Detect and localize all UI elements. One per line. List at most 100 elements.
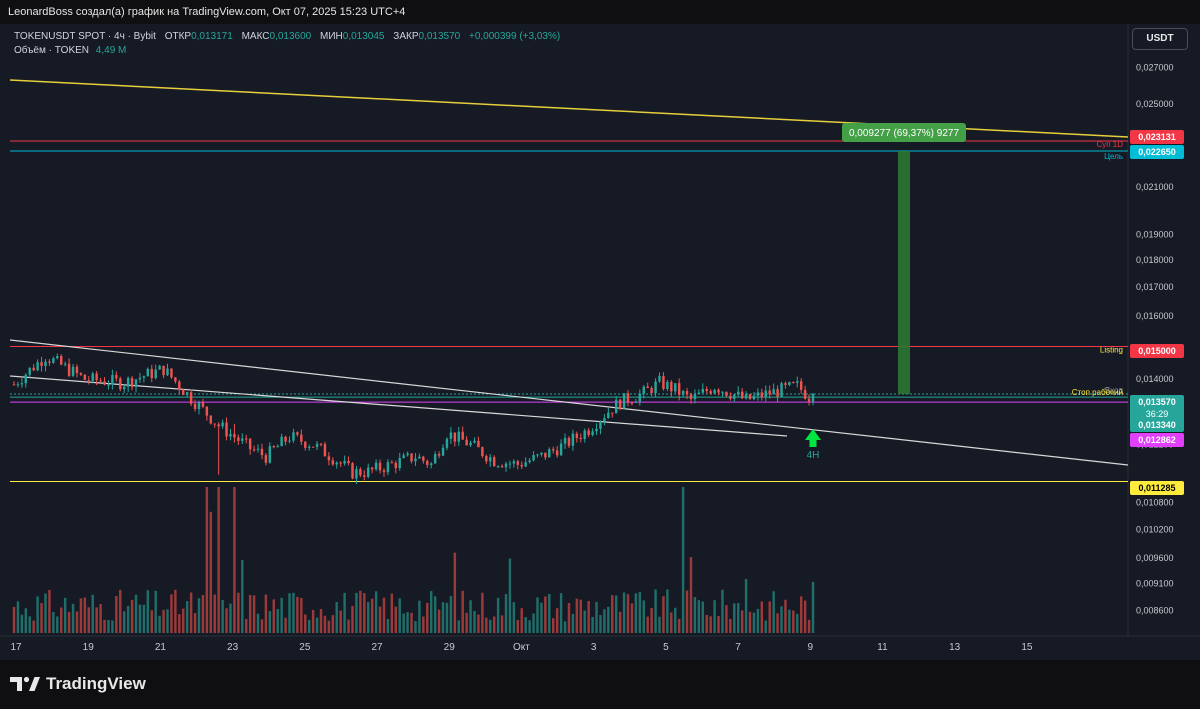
candle-body bbox=[182, 389, 185, 395]
candle-body bbox=[229, 433, 232, 437]
volume-bar bbox=[16, 601, 20, 633]
candle-body bbox=[693, 394, 697, 400]
candle-body bbox=[103, 381, 106, 385]
price-badge-support bbox=[1130, 481, 1184, 495]
currency-button[interactable]: USDT bbox=[1132, 28, 1188, 50]
candle-body bbox=[374, 462, 378, 470]
volume-bar bbox=[571, 613, 575, 633]
time-tick-label: 21 bbox=[155, 642, 167, 653]
volume-bar bbox=[677, 618, 681, 633]
candle-body bbox=[508, 463, 512, 465]
volume-bar bbox=[792, 610, 795, 633]
volume-bar bbox=[252, 595, 256, 633]
volume-bar bbox=[225, 608, 228, 633]
volume-bar bbox=[453, 552, 457, 633]
volume-bar bbox=[241, 560, 244, 633]
candle-body bbox=[796, 381, 799, 383]
candle-body bbox=[528, 460, 531, 463]
volume-bar bbox=[579, 599, 582, 633]
price-badge-listing bbox=[1130, 344, 1184, 358]
arrow-up-icon bbox=[805, 429, 821, 447]
volume-bar bbox=[740, 610, 744, 633]
volume-bar bbox=[489, 619, 492, 633]
candle-body bbox=[709, 391, 712, 394]
candle-body bbox=[138, 377, 142, 380]
volume-bar bbox=[512, 602, 516, 633]
level-note-stop: Стоп рабочий bbox=[1072, 388, 1123, 397]
volume-bar bbox=[229, 603, 232, 633]
price-badge-label-target: 0,022650 bbox=[1138, 147, 1176, 157]
candle-body bbox=[347, 460, 350, 464]
candle-body bbox=[433, 454, 437, 464]
volume-bar bbox=[201, 595, 205, 633]
price-tick-label: 0,025000 bbox=[1136, 99, 1174, 109]
volume-bar bbox=[95, 607, 98, 633]
volume-bar bbox=[433, 596, 437, 633]
volume-bar bbox=[709, 616, 712, 633]
candle-body bbox=[12, 384, 16, 386]
candle-body bbox=[740, 391, 744, 399]
measure-bar bbox=[898, 150, 910, 395]
tradingview-logo[interactable]: TradingView bbox=[10, 674, 146, 694]
price-badge-label-stop: 0,013340 bbox=[1138, 420, 1176, 430]
candle-body bbox=[323, 444, 327, 457]
volume-bar bbox=[784, 599, 787, 633]
candle-body bbox=[288, 440, 291, 442]
price-badge-label-support: 0,011285 bbox=[1138, 483, 1175, 493]
candle-body bbox=[485, 455, 488, 462]
volume-bar bbox=[300, 597, 303, 633]
time-tick-label: 17 bbox=[10, 642, 22, 653]
header-title: LeonardBoss создал(а) график на TradingV… bbox=[8, 6, 406, 18]
volume-bar bbox=[650, 607, 653, 633]
candle-body bbox=[166, 368, 169, 376]
candle-body bbox=[630, 402, 634, 404]
volume-bar bbox=[614, 595, 618, 633]
candle-body bbox=[16, 384, 20, 386]
time-tick-label: 15 bbox=[1021, 642, 1033, 653]
candle-body bbox=[402, 455, 405, 459]
volume-bar bbox=[799, 596, 803, 633]
volume-bar bbox=[772, 591, 775, 633]
volume-bar bbox=[370, 598, 374, 633]
candle-body bbox=[744, 394, 748, 399]
candle-body bbox=[91, 373, 94, 381]
legend-volume-label[interactable]: Объём · TOKEN bbox=[14, 45, 90, 56]
candle-body bbox=[390, 462, 394, 464]
volume-bar bbox=[284, 617, 287, 633]
candle-body bbox=[733, 394, 736, 399]
candle-body bbox=[587, 430, 590, 436]
candle-body bbox=[670, 381, 673, 392]
candle-body bbox=[296, 432, 299, 435]
candle-body bbox=[473, 440, 476, 443]
volume-bar bbox=[520, 608, 523, 633]
candle-body bbox=[544, 452, 547, 458]
volume-bar bbox=[457, 620, 460, 633]
candle-body bbox=[552, 449, 555, 451]
candle-body bbox=[607, 412, 610, 419]
candle-body bbox=[71, 366, 75, 376]
volume-bar bbox=[803, 600, 807, 633]
candle-body bbox=[422, 456, 425, 461]
volume-bar bbox=[662, 596, 665, 633]
candle-body bbox=[811, 394, 815, 402]
candle-body bbox=[264, 455, 268, 463]
candle-body bbox=[772, 389, 775, 395]
volume-bar bbox=[406, 612, 409, 633]
volume-bar bbox=[28, 616, 31, 633]
volume-bar bbox=[276, 609, 279, 633]
candle-body bbox=[386, 462, 390, 473]
candle-body bbox=[292, 432, 295, 441]
volume-bar bbox=[437, 609, 441, 633]
candle-body bbox=[461, 431, 464, 440]
candle-body bbox=[87, 379, 91, 381]
candle-body bbox=[40, 362, 43, 366]
candle-body bbox=[225, 422, 228, 437]
legend-symbol[interactable]: TOKENUSDT SPOT · 4ч · Bybit bbox=[14, 31, 156, 42]
level-note-entry: Вход bbox=[1105, 386, 1123, 395]
candle-body bbox=[217, 424, 220, 427]
candle-body bbox=[63, 363, 67, 365]
volume-bar bbox=[544, 596, 547, 633]
candle-body bbox=[622, 393, 626, 409]
candle-body bbox=[559, 443, 563, 456]
